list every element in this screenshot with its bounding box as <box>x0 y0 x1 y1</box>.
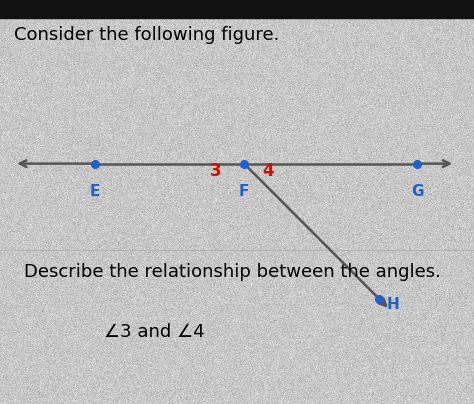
Text: G: G <box>411 184 423 199</box>
Text: Consider the following figure.: Consider the following figure. <box>14 26 280 44</box>
Text: H: H <box>386 297 399 312</box>
Bar <box>0 250 474 404</box>
Text: E: E <box>90 184 100 199</box>
Text: 4: 4 <box>262 162 273 180</box>
Text: F: F <box>239 184 249 199</box>
Text: Describe the relationship between the angles.: Describe the relationship between the an… <box>24 263 440 281</box>
Text: 3: 3 <box>210 162 221 180</box>
Text: ∠3 and ∠4: ∠3 and ∠4 <box>104 323 205 341</box>
Bar <box>0 0 474 18</box>
